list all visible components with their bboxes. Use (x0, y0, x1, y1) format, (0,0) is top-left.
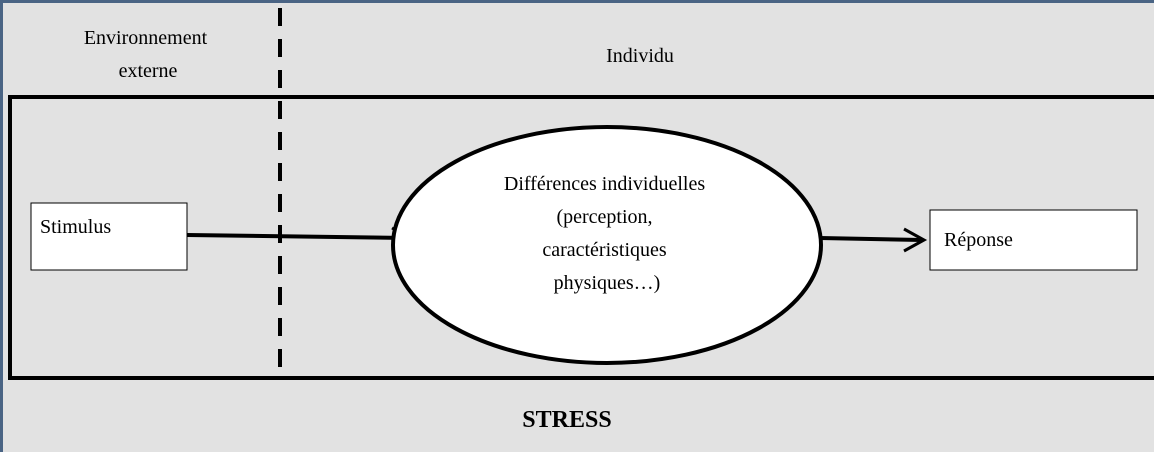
arrow (186, 233, 409, 240)
header-right: Individu (606, 45, 674, 67)
arrowhead (903, 227, 928, 253)
response-box (929, 209, 1138, 271)
stimulus-box (30, 202, 188, 271)
individual-frame (8, 95, 1154, 380)
header-left: Environnement externe (84, 27, 212, 82)
stimulus-label: Stimulus (40, 216, 111, 238)
ellipse-label: Différences individuelles (perception, c… (504, 173, 710, 294)
individual-differences (391, 125, 823, 365)
arrow (819, 236, 923, 242)
response-label: Réponse (944, 229, 1013, 251)
footer-label: STRESS (522, 407, 611, 433)
